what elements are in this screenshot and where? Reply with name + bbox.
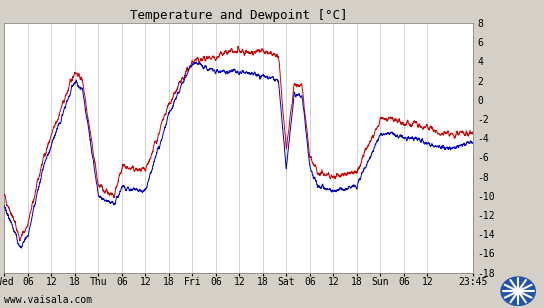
- Circle shape: [501, 277, 535, 306]
- Title: Temperature and Dewpoint [°C]: Temperature and Dewpoint [°C]: [130, 9, 348, 22]
- Text: www.vaisala.com: www.vaisala.com: [4, 295, 92, 305]
